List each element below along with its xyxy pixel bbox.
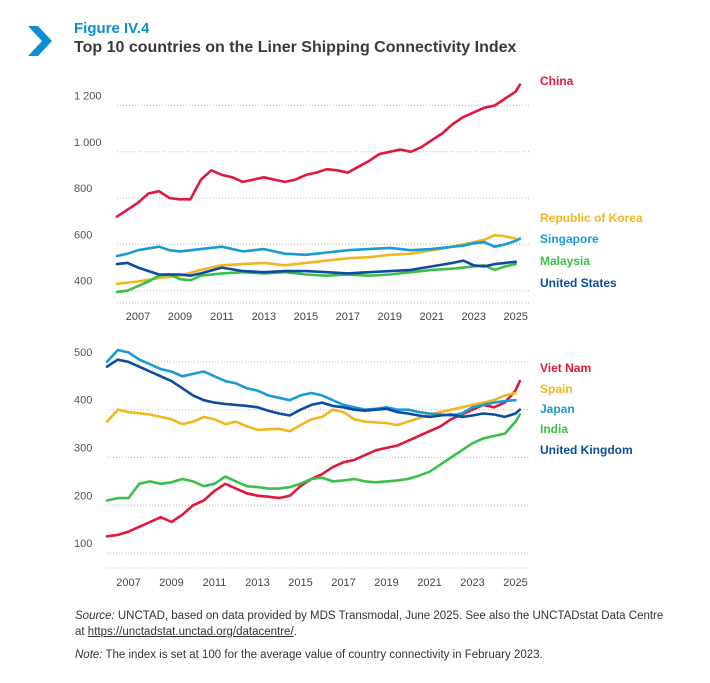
x-tick-label: 2021 bbox=[417, 577, 441, 589]
figure-title: Top 10 countries on the Liner Shipping C… bbox=[74, 39, 517, 56]
x-tick-label: 2009 bbox=[168, 311, 192, 323]
series-line-spain bbox=[105, 391, 517, 433]
legend-label-japan: Japan bbox=[540, 402, 575, 416]
x-tick-label: 2015 bbox=[294, 311, 318, 323]
figure-label: Figure IV.4 bbox=[74, 20, 150, 37]
x-tick-label: 2021 bbox=[420, 311, 444, 323]
series-line-united-states bbox=[115, 259, 517, 277]
y-tick-label: 100 bbox=[74, 538, 92, 550]
notes: Source: UNCTAD, based on data provided b… bbox=[75, 608, 675, 663]
x-tick-label: 2013 bbox=[245, 577, 269, 589]
y-tick-label: 400 bbox=[74, 276, 92, 288]
series-line-singapore bbox=[115, 237, 522, 258]
y-tick-label: 600 bbox=[74, 229, 92, 241]
index-note: Note: The index is set at 100 for the av… bbox=[75, 647, 675, 663]
y-tick-label: 300 bbox=[74, 443, 92, 455]
legend-label-singapore: Singapore bbox=[540, 232, 599, 246]
series-line-united-kingdom bbox=[105, 358, 522, 419]
charts-container: 400 600 800 1 000 1 200 2007 2009 2011 2013 2015 2… bbox=[74, 74, 643, 589]
x-tick-label: 2011 bbox=[203, 577, 227, 589]
y-tick-label: 1 200 bbox=[74, 90, 102, 102]
y-tick-label: 400 bbox=[74, 395, 92, 407]
series-line-china bbox=[115, 83, 522, 218]
legend-label-china: China bbox=[540, 74, 574, 88]
x-tick-label: 2019 bbox=[378, 311, 402, 323]
legend-label-republic-of-korea: Republic of Korea bbox=[540, 211, 643, 225]
x-tick-label: 2023 bbox=[460, 577, 484, 589]
source-text: UNCTAD, based on data provided by MDS Tr… bbox=[75, 610, 664, 638]
y-tick-label: 1 000 bbox=[74, 137, 102, 149]
source-end: . bbox=[293, 626, 297, 638]
x-tick-label: 2007 bbox=[126, 311, 150, 323]
series-line-republic-of-korea bbox=[115, 233, 517, 286]
x-tick-label: 2013 bbox=[252, 311, 276, 323]
legend-label-spain: Spain bbox=[540, 382, 573, 396]
x-tick-label: 2019 bbox=[374, 577, 398, 589]
x-tick-label: 2017 bbox=[336, 311, 360, 323]
legend-label-viet-nam: Viet Nam bbox=[540, 361, 591, 375]
legend-label-india: India bbox=[540, 422, 568, 436]
y-tick-label: 200 bbox=[74, 490, 92, 502]
note-text: The index is set at 100 for the average … bbox=[102, 649, 543, 661]
chart-1: 400 600 800 1 000 1 200 2007 2009 2011 2013 2015 2… bbox=[74, 74, 643, 323]
y-tick-label: 500 bbox=[74, 347, 92, 359]
x-tick-label: 2023 bbox=[461, 311, 485, 323]
x-tick-label: 2007 bbox=[116, 577, 140, 589]
x-tick-label: 2025 bbox=[503, 577, 527, 589]
series-line-india bbox=[105, 413, 522, 502]
source-link[interactable]: https://unctadstat.unctad.org/datacentre… bbox=[87, 626, 294, 638]
source-label: Source: bbox=[75, 610, 115, 622]
chart-2: 100 200 300 400 500 2007 2009 2011 2013 2015 2017 2… bbox=[74, 347, 633, 589]
x-tick-label: 2025 bbox=[503, 311, 527, 323]
x-tick-label: 2009 bbox=[159, 577, 183, 589]
x-tick-label: 2017 bbox=[331, 577, 355, 589]
legend-label-malaysia: Malaysia bbox=[540, 254, 590, 268]
x-tick-label: 2015 bbox=[288, 577, 312, 589]
y-tick-label: 800 bbox=[74, 183, 92, 195]
note-label: Note: bbox=[75, 649, 103, 661]
chevron-right-icon bbox=[28, 26, 52, 56]
legend-label-united-states: United States bbox=[540, 276, 617, 290]
source-note: Source: UNCTAD, based on data provided b… bbox=[75, 608, 675, 640]
x-tick-label: 2011 bbox=[210, 311, 234, 323]
series-line-malaysia bbox=[115, 262, 517, 294]
legend-label-united-kingdom: United Kingdom bbox=[540, 443, 633, 457]
